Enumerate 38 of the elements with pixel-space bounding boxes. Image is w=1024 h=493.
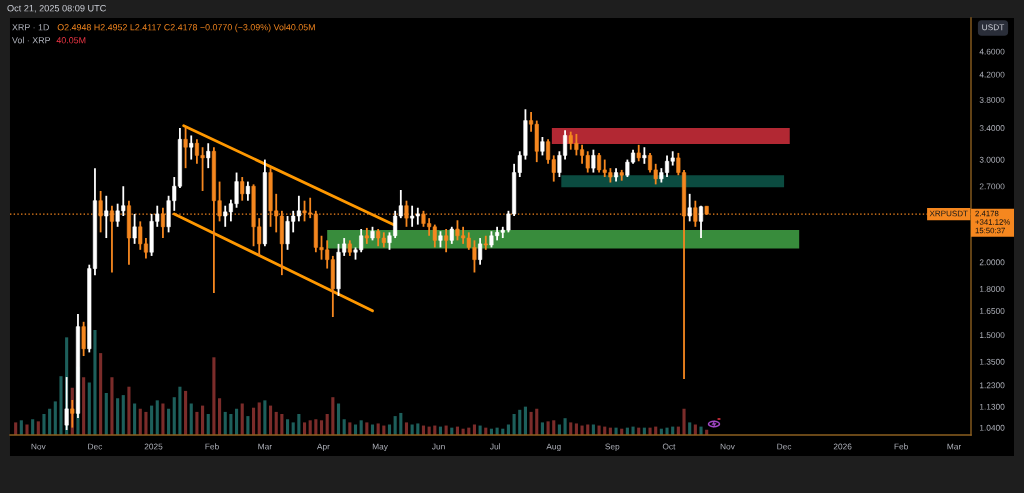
- x-tick-label: Jul: [490, 443, 500, 450]
- y-tick-label: 1.0400: [979, 424, 1005, 431]
- x-tick-label: Oct: [662, 443, 676, 450]
- text: O2.4948 H2.4952 L2.4117 C2.4178 −0.0770 (−3.09%) Vol40.05M: [57, 23, 315, 33]
- y-tick-label: 1.1300: [979, 403, 1005, 410]
- x-tick-label: Sep: [605, 443, 620, 452]
- annotation: 40.05M: [56, 37, 86, 44]
- text: XRP · 1D: [12, 24, 49, 31]
- y-tick-label: 2.7000: [979, 183, 1005, 190]
- x-tick-label: Mar: [947, 443, 962, 450]
- x-tick-label: Aug: [546, 443, 561, 452]
- y-tick-label: 2.0000: [979, 259, 1005, 266]
- y-tick-label: 3.0000: [979, 156, 1005, 163]
- y-axis-title: USDT: [982, 24, 1005, 31]
- x-tick-label: Nov: [720, 443, 735, 450]
- ref-line-label: XRPUSDT: [929, 210, 968, 217]
- y-tick-label: 3.4000: [979, 125, 1005, 132]
- x-tick-label: May: [372, 443, 388, 452]
- x-tick-label: Feb: [894, 443, 908, 450]
- y-tick-label: 3.8000: [979, 96, 1005, 103]
- x-tick-label: Mar: [258, 443, 272, 450]
- x-tick-label: Jun: [431, 443, 445, 450]
- y-tick-label: 4.6000: [979, 48, 1005, 55]
- y-tick-label: 1.3500: [979, 358, 1005, 365]
- chart-title: Vol · XRP: [12, 36, 51, 44]
- y-tick-label: 1.8000: [979, 286, 1005, 292]
- x-tick-label: Dec: [777, 443, 792, 450]
- y-tick-label: 1.2300: [979, 382, 1005, 389]
- y-tick-label: 1.6500: [979, 308, 1005, 314]
- x-tick-label: Dec: [88, 443, 103, 450]
- x-tick-label: Apr: [316, 443, 330, 452]
- x-tick-label: Feb: [205, 443, 219, 450]
- y-tick-label: 4.2000: [979, 71, 1005, 78]
- x-tick-label: 2025: [144, 443, 163, 450]
- text: Oct 21, 2025 08:09 UTC: [7, 4, 107, 13]
- x-tick-label: 2026: [833, 443, 852, 450]
- y-tick-label: 1.5000: [979, 332, 1005, 339]
- x-tick-label: Nov: [31, 443, 46, 450]
